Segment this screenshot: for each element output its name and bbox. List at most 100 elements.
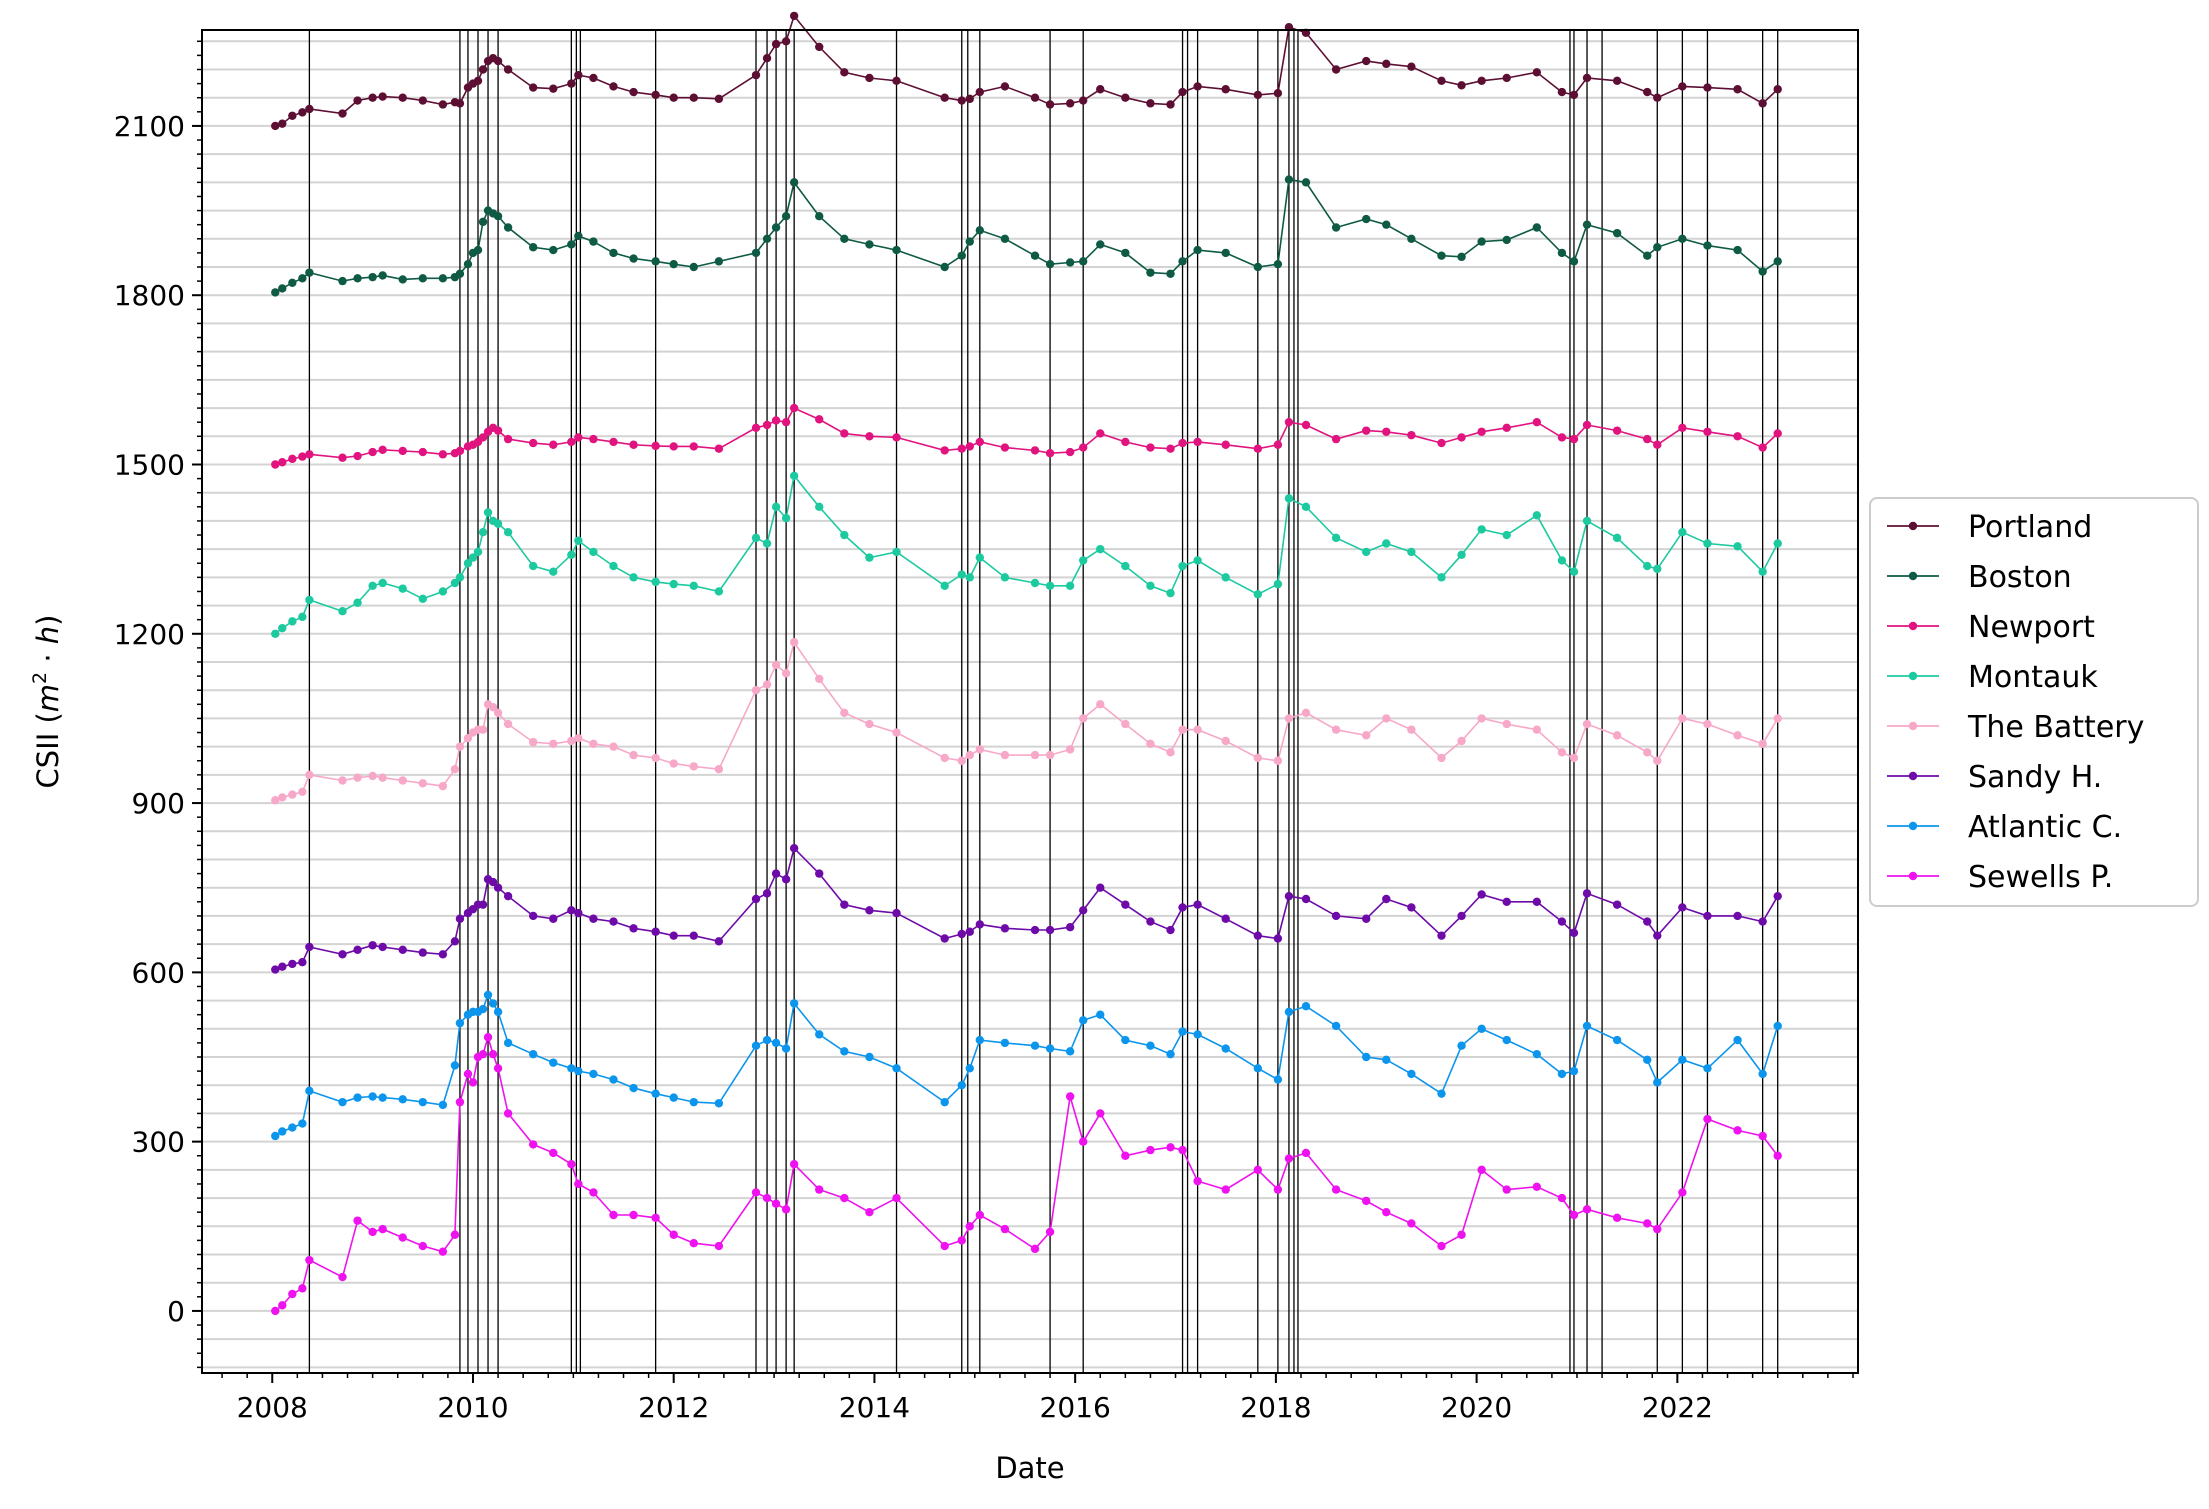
data-point — [1065, 99, 1075, 108]
data-point — [1457, 550, 1466, 559]
data-point — [815, 1185, 824, 1194]
data-point — [865, 1207, 874, 1217]
data-point — [1532, 725, 1542, 734]
data-point — [278, 284, 287, 293]
data-point — [1773, 714, 1782, 723]
data-point — [689, 931, 698, 940]
data-point — [438, 950, 448, 959]
data-point — [529, 83, 538, 92]
data-point — [271, 796, 280, 805]
data-point — [1407, 1219, 1416, 1228]
data-point — [789, 1160, 799, 1169]
data-point — [1273, 89, 1283, 98]
series-newport — [271, 403, 1782, 469]
data-point — [353, 1216, 362, 1225]
data-point — [669, 931, 678, 940]
data-point — [450, 765, 460, 774]
data-point — [493, 519, 503, 528]
data-point — [1477, 525, 1486, 534]
data-point — [567, 550, 576, 559]
data-point — [1569, 928, 1579, 938]
data-point — [1733, 731, 1742, 740]
data-point — [669, 579, 678, 589]
legend-label: Boston — [1968, 560, 2072, 595]
data-point — [353, 451, 362, 461]
data-point — [1030, 1041, 1040, 1050]
data-point — [353, 96, 362, 105]
data-point — [651, 257, 660, 266]
data-point — [493, 883, 503, 892]
data-point — [1065, 745, 1075, 754]
data-point — [1758, 917, 1767, 926]
data-point — [473, 547, 483, 557]
data-point — [1045, 750, 1055, 760]
series-line — [274, 640, 1779, 802]
data-point — [781, 875, 791, 884]
data-point — [1096, 85, 1105, 94]
data-point — [1193, 725, 1202, 734]
data-point — [567, 1064, 576, 1073]
data-point — [278, 119, 287, 128]
legend-label: Atlantic C. — [1968, 810, 2122, 845]
data-point — [1030, 578, 1040, 588]
data-point — [288, 454, 297, 464]
y-tick-label: 0 — [167, 1295, 185, 1328]
data-point — [305, 942, 314, 952]
data-point — [1273, 756, 1283, 765]
data-point — [789, 11, 799, 21]
data-point — [1284, 1007, 1294, 1017]
data-point — [840, 1047, 849, 1056]
data-point — [338, 607, 347, 616]
data-point — [589, 914, 598, 923]
data-point — [609, 437, 618, 447]
data-point — [368, 447, 377, 457]
legend-box — [1869, 497, 2199, 907]
series-line — [274, 993, 1779, 1137]
data-point — [789, 178, 799, 187]
data-point — [892, 728, 901, 737]
data-point — [1582, 420, 1592, 430]
series-line — [275, 14, 1779, 127]
data-point — [529, 561, 538, 571]
data-point — [1382, 220, 1391, 229]
data-point — [378, 578, 387, 588]
data-point — [368, 1092, 377, 1101]
data-point — [1643, 251, 1652, 260]
data-point — [503, 1038, 513, 1048]
data-point — [940, 262, 949, 272]
data-point — [1457, 911, 1466, 921]
data-point — [1582, 719, 1592, 729]
data-point — [1437, 1241, 1446, 1251]
data-point — [1643, 87, 1652, 97]
data-point — [689, 93, 698, 102]
data-point — [789, 844, 799, 853]
data-point — [353, 945, 362, 954]
data-point — [305, 1086, 314, 1096]
data-point — [1065, 581, 1075, 591]
data-point — [1065, 1092, 1075, 1101]
data-point — [1643, 1219, 1652, 1228]
data-point — [493, 212, 503, 221]
data-point — [840, 234, 849, 243]
data-point — [1678, 1188, 1687, 1197]
data-point — [1758, 739, 1767, 749]
data-point — [1407, 430, 1416, 440]
data-point — [1301, 894, 1311, 904]
data-point — [567, 1160, 576, 1169]
data-point — [1437, 573, 1446, 582]
data-point — [1773, 257, 1782, 266]
data-point — [669, 1093, 678, 1102]
event-lines — [308, 30, 1779, 1373]
data-point — [398, 93, 407, 102]
data-point — [488, 702, 498, 712]
data-point — [574, 1066, 583, 1076]
data-point — [1146, 739, 1155, 749]
data-point — [278, 793, 287, 802]
data-point — [493, 56, 503, 66]
data-point — [1253, 931, 1263, 940]
data-point — [1582, 516, 1592, 526]
data-point — [815, 415, 824, 424]
data-point — [298, 787, 307, 796]
data-point — [378, 445, 387, 455]
data-point — [1193, 1030, 1202, 1039]
